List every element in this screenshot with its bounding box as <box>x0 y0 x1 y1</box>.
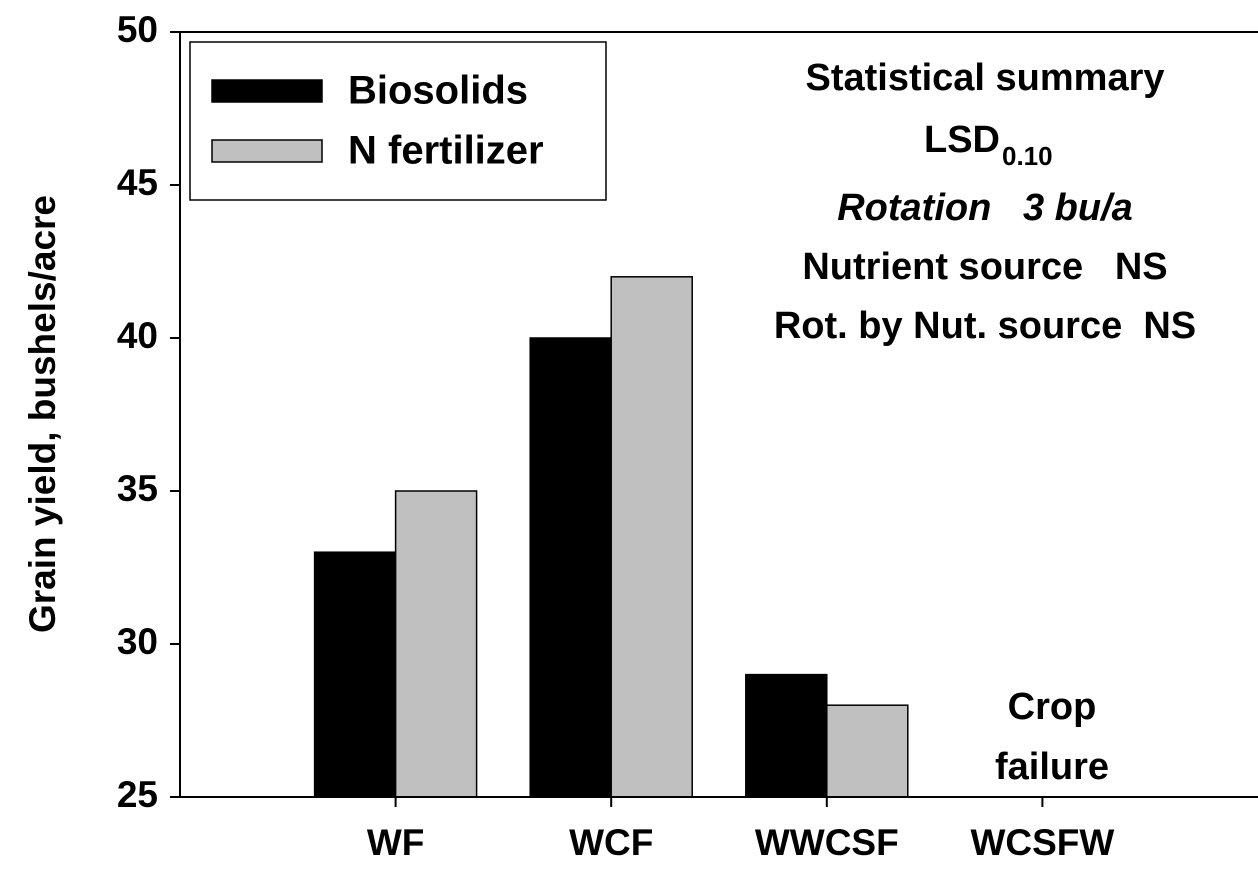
crop-failure: failure <box>995 746 1109 788</box>
x-tick-label: WF <box>367 822 425 863</box>
legend-swatch <box>211 79 323 103</box>
x-tick-label: WWCSF <box>755 822 899 863</box>
legend-label: Biosolids <box>348 69 528 113</box>
y-tick-label: 25 <box>117 774 158 815</box>
y-tick-label: 35 <box>117 468 158 509</box>
summary-interaction: Rot. by Nut. source NS <box>774 305 1196 347</box>
crop-failure: Crop <box>1008 686 1097 728</box>
y-axis-label: Grain yield, bushels/acre <box>22 195 63 633</box>
bar <box>529 337 612 798</box>
summary-lsd: LSD <box>924 119 1000 161</box>
y-tick-label: 40 <box>117 315 158 356</box>
x-tick-label: WCF <box>569 822 653 863</box>
summary-lsd-sub: 0.10 <box>1002 141 1053 171</box>
legend-box <box>189 41 607 201</box>
bar <box>394 490 478 798</box>
x-tick-label: WCSFW <box>970 822 1114 863</box>
summary-rotation: Rotation 3 bu/a <box>837 187 1133 229</box>
y-tick-label: 45 <box>117 162 158 203</box>
bar <box>826 704 909 798</box>
y-tick-label: 30 <box>117 621 158 662</box>
bar <box>610 276 693 798</box>
legend-swatch <box>211 139 323 163</box>
summary-nutrient: Nutrient source NS <box>802 246 1167 288</box>
bar <box>313 551 397 798</box>
legend-label: N fertilizer <box>348 129 544 173</box>
bar <box>745 673 828 798</box>
summary-title: Statistical summary <box>805 57 1164 99</box>
y-tick-label: 50 <box>117 9 158 50</box>
